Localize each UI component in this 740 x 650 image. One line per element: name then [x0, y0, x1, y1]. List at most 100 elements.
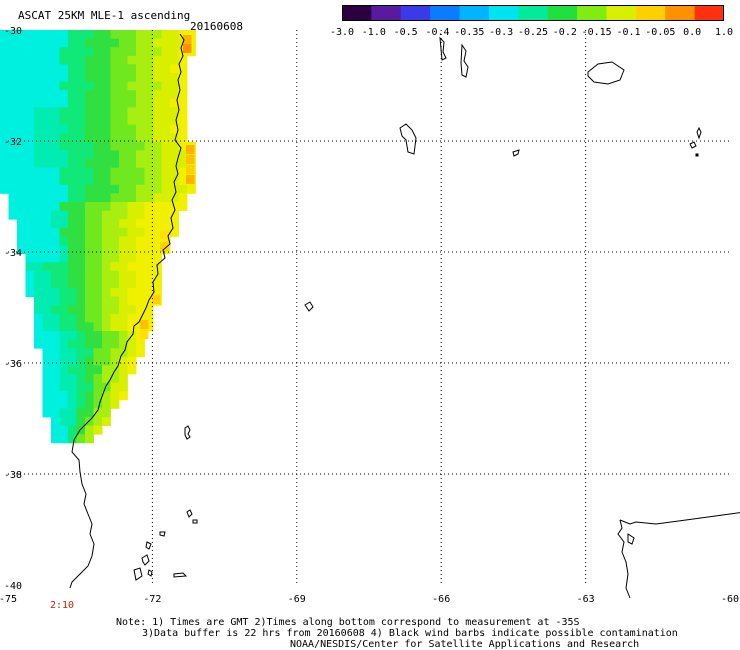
swath-cell	[25, 47, 35, 57]
swath-cell	[144, 116, 154, 125]
swath-cell	[119, 167, 128, 177]
island-outline	[141, 554, 150, 566]
swath-cell	[136, 55, 145, 65]
swath-cell	[110, 356, 120, 366]
swath-cell	[17, 141, 26, 151]
swath-cell	[76, 313, 86, 323]
swath-cell	[8, 176, 18, 186]
swath-cell	[160, 230, 169, 239]
swath-cell	[68, 38, 77, 48]
swath-cell	[102, 417, 111, 426]
swath-cell	[110, 322, 120, 332]
swath-cell	[68, 236, 77, 246]
swath-cell	[25, 288, 35, 297]
swath-cell	[68, 331, 77, 340]
swath-cell	[85, 236, 94, 246]
swath-cell	[127, 210, 137, 220]
lat-tick-label: -34	[4, 248, 22, 259]
swath-cell	[170, 141, 179, 151]
swath-cell	[161, 38, 171, 48]
swath-cell	[110, 193, 120, 203]
swath-cell	[93, 417, 103, 426]
swath-cell	[136, 210, 145, 220]
colorbar-tick-label: -0.05	[645, 27, 676, 38]
swath-cell	[68, 167, 77, 177]
swath-cell	[17, 167, 26, 177]
swath-cell	[102, 150, 111, 160]
swath-cell	[153, 245, 162, 254]
swath-cell	[102, 133, 111, 143]
swath-cell	[93, 296, 103, 306]
swath-cell	[153, 90, 162, 100]
swath-cell	[59, 253, 69, 263]
swath-cell	[110, 107, 120, 117]
swath-cell	[17, 107, 26, 117]
swath-cell	[68, 305, 77, 315]
swath-cell	[68, 141, 77, 151]
colorbar-segment	[518, 5, 549, 21]
colorbar-tick-label: -0.2	[552, 27, 577, 38]
swath-cell	[170, 210, 179, 220]
colorbar-tick-label: -0.3	[489, 27, 514, 38]
swath-cell	[110, 73, 120, 82]
swath-cell	[144, 322, 154, 332]
swath-cell	[153, 279, 162, 289]
swath-cell	[68, 262, 77, 272]
swath-cell	[34, 331, 43, 340]
swath-cell	[25, 141, 35, 151]
swath-cell	[178, 193, 188, 203]
swath-cell	[140, 320, 149, 329]
swath-cell	[170, 124, 179, 134]
swath-cell	[153, 73, 162, 82]
swath-cell	[59, 98, 69, 108]
swath-cell	[34, 141, 43, 151]
swath-cell	[170, 133, 179, 143]
swath-cell	[102, 305, 111, 315]
swath-cell	[68, 73, 77, 82]
swath-cell	[76, 81, 86, 91]
swath-cell	[85, 348, 94, 358]
swath-cell	[178, 81, 188, 91]
swath-cell	[119, 98, 128, 108]
swath-cell	[93, 176, 103, 186]
swath-cell	[76, 107, 86, 117]
swath-cell	[17, 202, 26, 211]
swath-cell	[42, 262, 52, 272]
swath-cell	[0, 124, 9, 134]
swath-cell	[76, 73, 86, 82]
swath-cell	[170, 38, 179, 48]
swath-cell	[119, 374, 128, 383]
swath-cell	[178, 64, 188, 74]
swath-cell	[85, 356, 94, 366]
swath-cell	[17, 47, 26, 57]
lat-tick-label: -36	[4, 359, 22, 370]
swath-cell	[110, 236, 120, 246]
swath-cell	[144, 133, 154, 143]
swath-cell	[59, 184, 69, 194]
swath-cell	[178, 133, 188, 143]
swath-cell	[51, 116, 60, 125]
swath-cell	[144, 150, 154, 160]
swath-cell	[59, 313, 69, 323]
swath-cell	[110, 64, 120, 74]
swath-cell	[153, 184, 162, 194]
swath-cell	[144, 193, 154, 203]
swath-cell	[76, 124, 86, 134]
swath-cell	[42, 356, 52, 366]
swath-cell	[25, 64, 35, 74]
swath-cell	[8, 193, 18, 203]
swath-cell	[42, 399, 52, 409]
swath-cell	[136, 98, 145, 108]
swath-cell	[93, 279, 103, 289]
swath-cell	[127, 253, 137, 263]
swath-cell	[34, 313, 43, 323]
swath-cell	[110, 133, 120, 143]
swath-cell	[178, 107, 188, 117]
swath-cell	[144, 210, 154, 220]
swath-cell	[102, 236, 111, 246]
swath-cell	[42, 408, 52, 418]
swath-cell	[42, 55, 52, 65]
scatterometer-swath	[0, 30, 196, 444]
swath-cell	[42, 159, 52, 168]
swath-cell	[59, 167, 69, 177]
